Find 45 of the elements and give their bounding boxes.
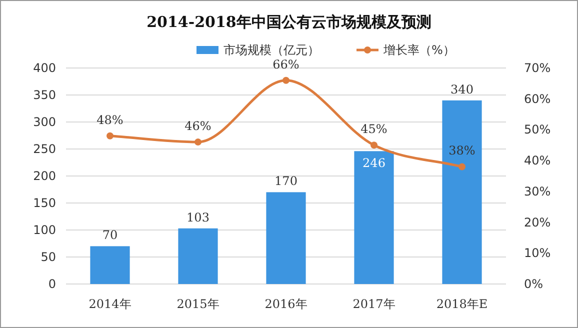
y2-tick-label: 10% bbox=[524, 246, 551, 260]
y2-tick-label: 50% bbox=[524, 122, 551, 137]
data-label: 70 bbox=[102, 228, 118, 242]
y2-tick-label: 20% bbox=[524, 215, 551, 230]
data-label: 170 bbox=[274, 174, 298, 188]
data-label: 46% bbox=[184, 119, 212, 134]
point bbox=[194, 138, 202, 146]
bar bbox=[178, 228, 218, 284]
legend-label: 增长率（%） bbox=[382, 43, 455, 57]
data-label: 66% bbox=[272, 57, 300, 72]
y-tick-label: 100 bbox=[33, 223, 56, 237]
chart-title: 2014-2018年中国公有云市场规模及预测 bbox=[146, 13, 432, 31]
legend-label: 市场规模（亿元） bbox=[224, 43, 320, 57]
bar bbox=[266, 192, 306, 284]
bar bbox=[354, 151, 394, 284]
point bbox=[106, 132, 114, 140]
y2-tick-label: 0% bbox=[524, 277, 544, 291]
y-tick-label: 50 bbox=[40, 250, 56, 264]
bar bbox=[442, 100, 482, 284]
x-tick-label: 2016年 bbox=[264, 297, 308, 311]
y-tick-label: 350 bbox=[33, 88, 56, 102]
y-tick-label: 150 bbox=[33, 196, 56, 210]
y-tick-label: 300 bbox=[33, 115, 56, 129]
x-tick-label: 2014年 bbox=[88, 297, 132, 311]
data-label: 340 bbox=[450, 82, 474, 96]
x-tick-label: 2018年E bbox=[436, 297, 488, 311]
y-tick-label: 200 bbox=[33, 169, 56, 183]
data-label: 246 bbox=[362, 156, 386, 170]
y-tick-label: 250 bbox=[33, 142, 56, 156]
y2-tick-label: 40% bbox=[524, 154, 551, 168]
y2-tick-label: 70% bbox=[524, 61, 551, 75]
data-label: 38% bbox=[448, 144, 476, 158]
point bbox=[458, 163, 466, 170]
data-label: 103 bbox=[186, 210, 210, 224]
y2-tick-label: 60% bbox=[524, 92, 551, 106]
point bbox=[370, 142, 378, 149]
data-label: 45% bbox=[360, 122, 388, 136]
data-label: 48% bbox=[96, 112, 124, 127]
y-tick-label: 0 bbox=[48, 277, 56, 291]
y2-tick-label: 30% bbox=[524, 184, 551, 198]
point bbox=[282, 76, 290, 84]
y-tick-label: 400 bbox=[33, 61, 56, 75]
x-tick-label: 2015年 bbox=[176, 297, 220, 311]
x-tick-label: 2017年 bbox=[352, 297, 396, 311]
bar bbox=[90, 246, 130, 284]
